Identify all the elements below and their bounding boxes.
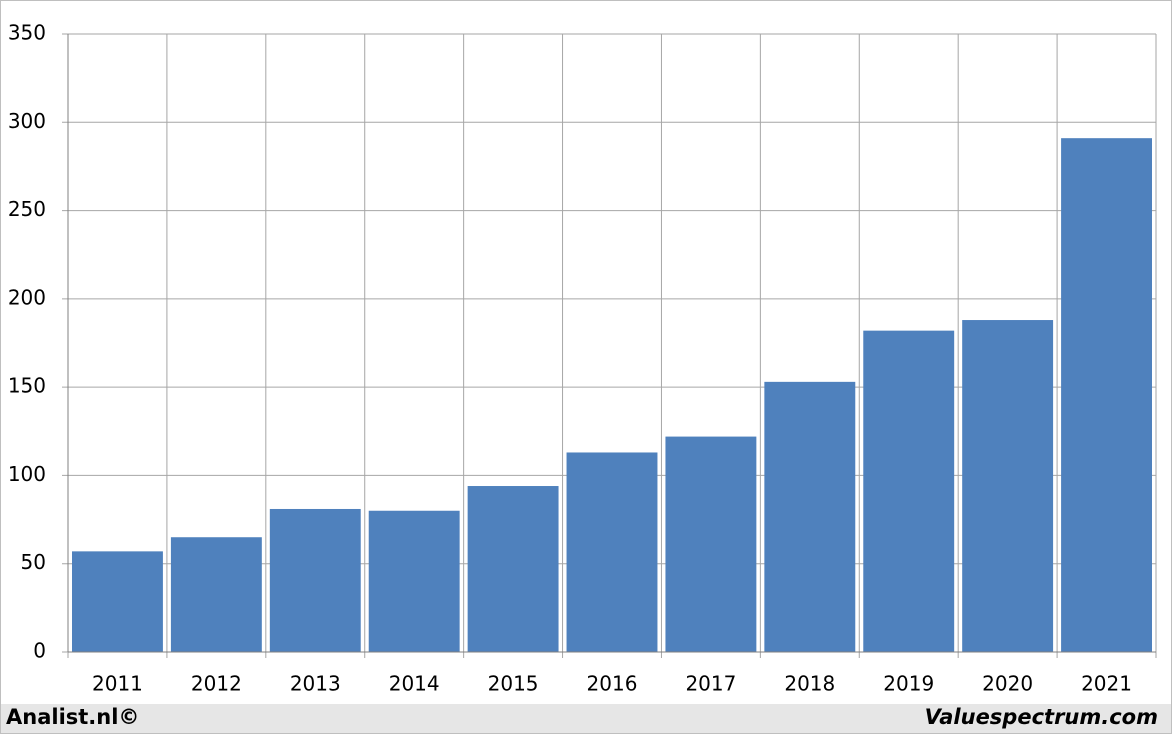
y-tick-label: 250: [8, 197, 46, 221]
x-tick-label: 2017: [685, 672, 736, 696]
bar: [764, 381, 856, 652]
footer-right: Valuespectrum.com: [925, 705, 1158, 729]
y-tick-label: 200: [8, 285, 46, 309]
y-tick-label: 350: [8, 21, 46, 45]
bar: [368, 510, 460, 652]
bar: [863, 330, 955, 652]
x-tick-label: 2018: [784, 672, 835, 696]
y-tick-label: 50: [21, 550, 46, 574]
y-tick-label: 100: [8, 462, 46, 486]
y-tick-label: 300: [8, 109, 46, 133]
bar: [566, 452, 658, 652]
footer-band: [1, 704, 1171, 733]
x-tick-label: 2012: [191, 672, 242, 696]
bar: [467, 486, 559, 652]
y-tick-label: 0: [33, 639, 46, 663]
y-tick-label: 150: [8, 374, 46, 398]
x-tick-label: 2019: [883, 672, 934, 696]
bar: [72, 551, 163, 652]
x-tick-label: 2015: [488, 672, 539, 696]
x-tick-label: 2011: [92, 672, 143, 696]
bar: [170, 537, 262, 652]
x-tick-label: 2016: [587, 672, 638, 696]
bar: [269, 508, 361, 652]
bar: [962, 320, 1054, 652]
footer-left: Analist.nl©: [6, 705, 139, 729]
x-tick-label: 2020: [982, 672, 1033, 696]
bar: [665, 436, 757, 652]
x-tick-label: 2021: [1081, 672, 1132, 696]
x-tick-label: 2013: [290, 672, 341, 696]
bar: [1061, 138, 1152, 653]
x-tick-label: 2014: [389, 672, 440, 696]
